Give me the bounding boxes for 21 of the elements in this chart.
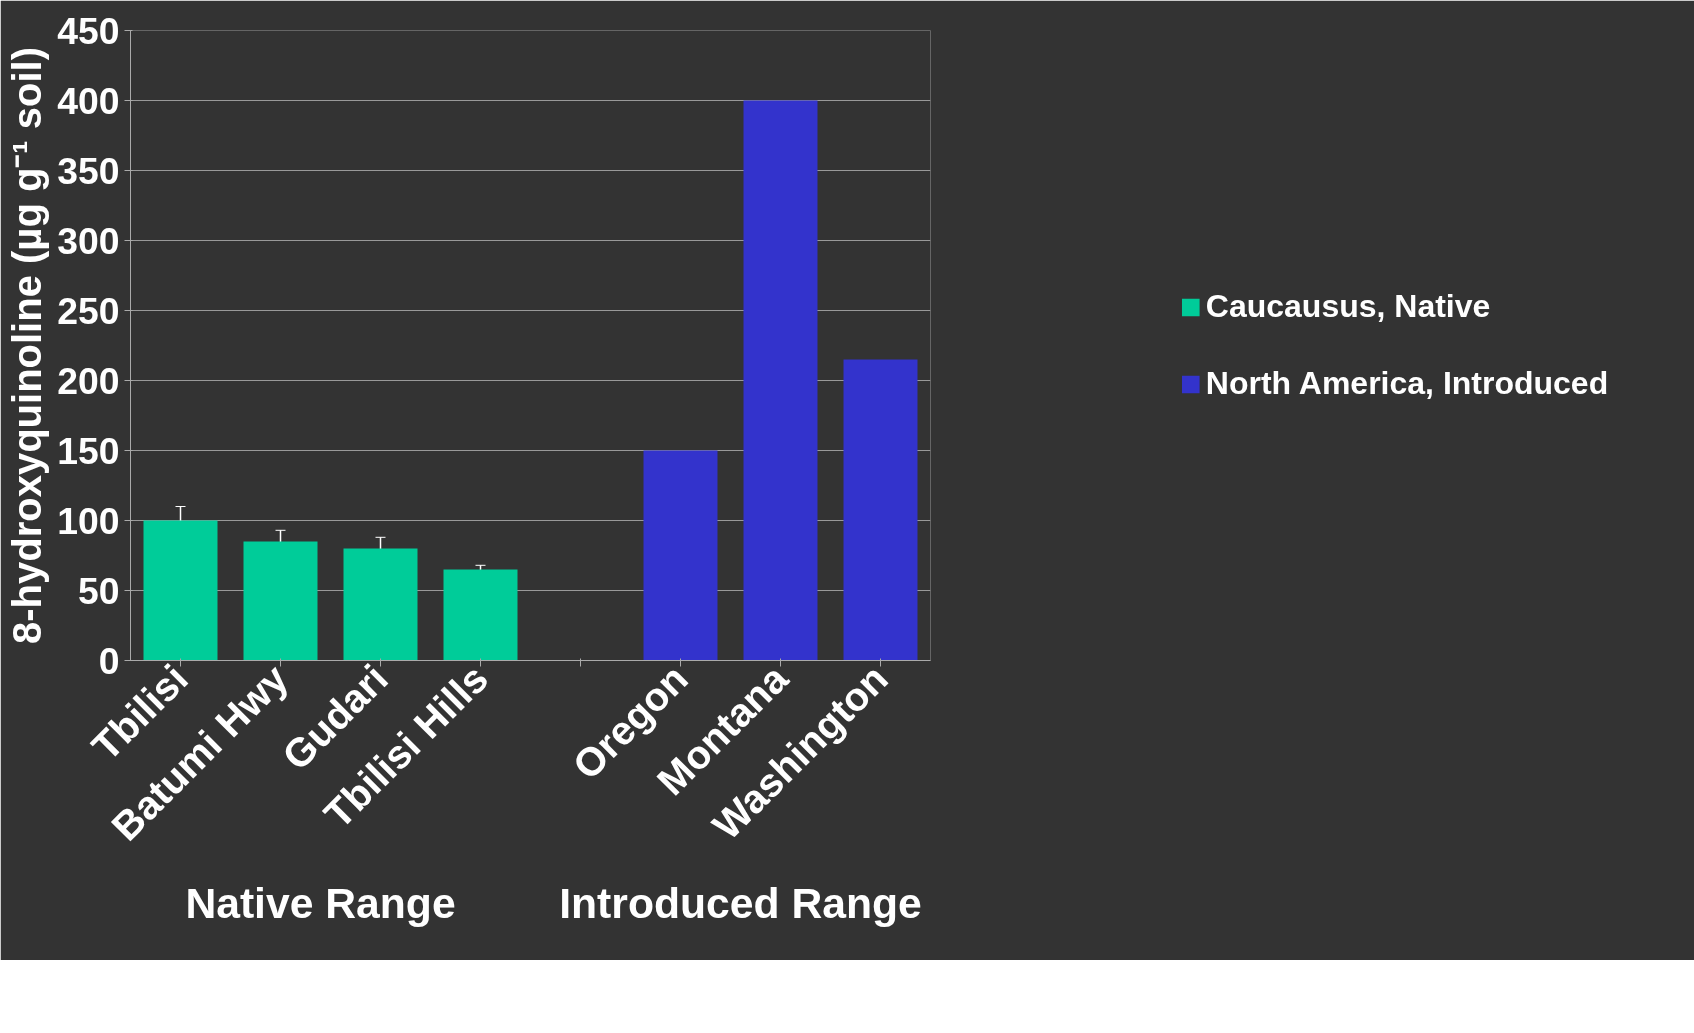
y-tick-label: 200 <box>57 359 120 402</box>
y-tick-label: 300 <box>57 219 120 262</box>
y-axis-title: 8-hydroxyquinoline (µg g⁻¹ soil) <box>5 46 50 645</box>
y-tick-label: 250 <box>57 289 120 332</box>
y-tick-label: 400 <box>57 79 120 122</box>
y-tick-label: 50 <box>77 569 120 612</box>
bar <box>243 541 318 661</box>
text: Native Range <box>185 878 456 927</box>
bar <box>143 520 218 661</box>
y-tick-label: 450 <box>57 9 120 52</box>
bar <box>343 548 418 661</box>
legend-label: Caucausus, Native <box>1205 288 1491 325</box>
text: Introduced Range <box>559 878 922 927</box>
bar <box>443 569 518 661</box>
legend-label: North America, Introduced <box>1205 365 1609 402</box>
bar <box>843 359 918 661</box>
y-tick-label: 350 <box>57 149 120 192</box>
bar <box>643 450 718 661</box>
y-tick-label: 150 <box>57 429 120 472</box>
y-tick-label: 100 <box>57 499 120 542</box>
bar <box>743 100 818 661</box>
